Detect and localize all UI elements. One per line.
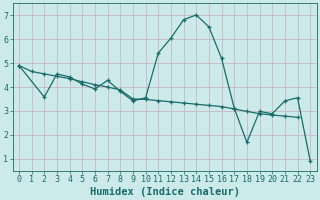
X-axis label: Humidex (Indice chaleur): Humidex (Indice chaleur) bbox=[90, 186, 240, 197]
